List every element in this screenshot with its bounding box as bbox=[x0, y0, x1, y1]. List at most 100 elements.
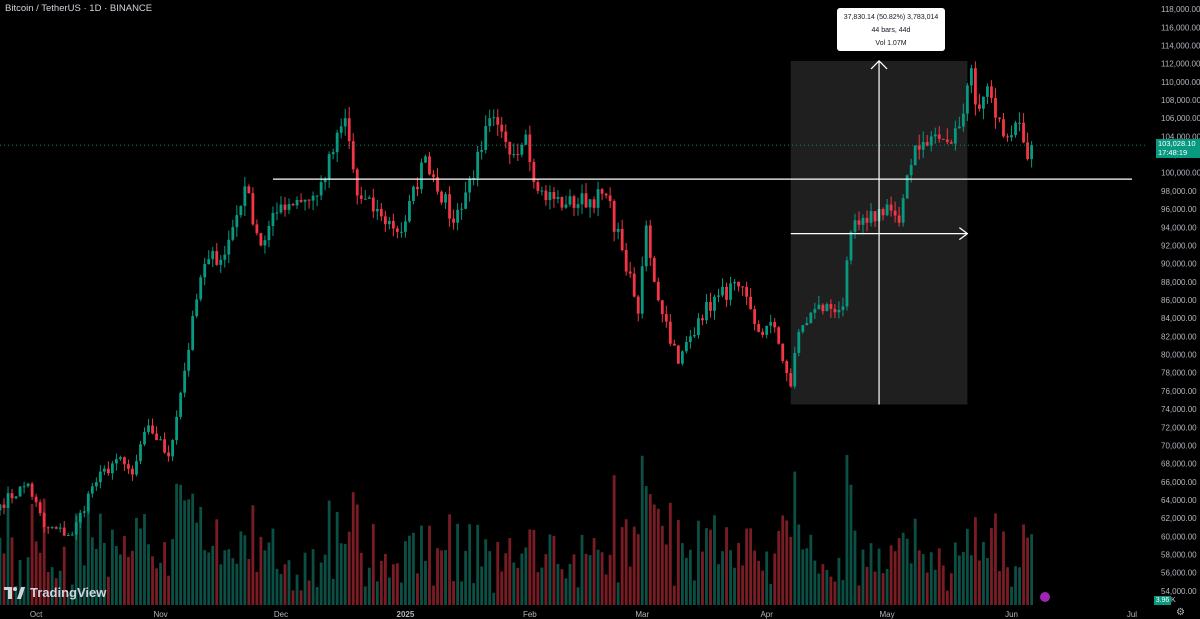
volume-bar bbox=[98, 513, 102, 605]
candles bbox=[0, 61, 1033, 540]
tradingview-logo[interactable]: TradingView bbox=[4, 585, 106, 600]
volume-bar bbox=[845, 455, 849, 605]
price-tick-label: 68,000.00 bbox=[1161, 460, 1197, 469]
candle-body bbox=[982, 96, 985, 109]
candle-body bbox=[676, 345, 680, 364]
volume-bar bbox=[387, 577, 391, 605]
candle-body bbox=[175, 416, 179, 441]
volume-bar bbox=[516, 567, 520, 605]
price-tick-label: 62,000.00 bbox=[1161, 514, 1197, 523]
symbol-title[interactable]: Bitcoin / TetherUS · 1D · BINANCE bbox=[5, 3, 153, 14]
candle-body bbox=[624, 250, 628, 272]
volume-bar bbox=[74, 513, 78, 605]
candle-body bbox=[809, 312, 813, 323]
volume-bar bbox=[404, 541, 407, 605]
candle-body bbox=[227, 239, 231, 255]
volume-bar bbox=[26, 557, 30, 605]
time-tick-label: Nov bbox=[153, 610, 167, 619]
candle-body bbox=[781, 343, 785, 362]
candle-body bbox=[717, 295, 720, 297]
candle-body bbox=[504, 131, 508, 142]
candle-body bbox=[833, 308, 837, 313]
candle-body bbox=[761, 331, 765, 335]
price-tick-label: 56,000.00 bbox=[1161, 569, 1197, 578]
candle-body bbox=[849, 231, 853, 261]
candle-body bbox=[171, 440, 175, 457]
candle-body bbox=[693, 335, 696, 337]
candle-body bbox=[82, 511, 86, 513]
time-axis[interactable]: Oct Nov Dec 2025 Feb Mar Apr May Jun Jul bbox=[30, 610, 1137, 619]
candle-body bbox=[34, 496, 38, 503]
volume-bar bbox=[199, 506, 203, 605]
volume-bar bbox=[632, 526, 636, 605]
volume-bar bbox=[749, 528, 753, 605]
volume-bar bbox=[853, 530, 857, 605]
volume-bar bbox=[327, 500, 331, 605]
candle-body bbox=[713, 296, 716, 311]
volume-bar bbox=[102, 542, 106, 605]
volume-bar bbox=[612, 475, 616, 605]
volume-bar bbox=[969, 555, 973, 605]
candle-body bbox=[757, 324, 761, 332]
candle-body bbox=[151, 425, 154, 434]
price-tick-label: 110,000.00 bbox=[1161, 78, 1200, 87]
candle-body bbox=[648, 225, 652, 258]
price-tick-label: 76,000.00 bbox=[1161, 387, 1197, 396]
candle-body bbox=[291, 204, 295, 206]
candle-body bbox=[797, 331, 801, 353]
volume-bar bbox=[371, 523, 375, 605]
volume-bar bbox=[580, 534, 584, 605]
price-tick-label: 54,000.00 bbox=[1161, 587, 1197, 596]
candle-body bbox=[881, 209, 885, 216]
candle-body bbox=[267, 226, 271, 241]
gear-icon[interactable]: ⚙ bbox=[1176, 607, 1185, 618]
volume-bar bbox=[295, 574, 299, 605]
volume-bar bbox=[737, 542, 740, 605]
candle-body bbox=[323, 178, 327, 183]
volume-bar bbox=[14, 586, 18, 605]
volume-bar bbox=[765, 551, 769, 605]
price-tick-label: 84,000.00 bbox=[1161, 314, 1197, 323]
volume-bar bbox=[183, 500, 187, 605]
candle-body bbox=[263, 240, 267, 246]
candle-body bbox=[640, 266, 644, 314]
price-tick-label: 98,000.00 bbox=[1161, 187, 1197, 196]
price-axis[interactable]: 118,000.00 116,000.00 114,000.00 112,000.00… bbox=[1161, 5, 1200, 596]
volume-bar bbox=[155, 568, 158, 605]
volume-bar bbox=[745, 528, 749, 605]
volume-bar bbox=[885, 568, 889, 605]
volume-bar bbox=[412, 532, 415, 605]
candle-body bbox=[817, 304, 821, 310]
volume-bar bbox=[468, 524, 472, 605]
volume-bar bbox=[913, 518, 917, 605]
candle-body bbox=[885, 204, 889, 216]
candle-body bbox=[1022, 122, 1025, 143]
volume-bar bbox=[953, 542, 957, 605]
volume-bar bbox=[219, 564, 223, 605]
candle-body bbox=[383, 216, 387, 225]
volume-bar bbox=[175, 483, 179, 605]
time-tick-label: Jul bbox=[1127, 610, 1137, 619]
volume-bar bbox=[106, 576, 110, 605]
candle-body bbox=[580, 193, 584, 205]
candle-body bbox=[913, 145, 917, 166]
volume-bar bbox=[62, 546, 66, 605]
candle-body bbox=[729, 283, 732, 300]
candle-body bbox=[247, 186, 251, 194]
volume-bar bbox=[865, 566, 869, 605]
candle-body bbox=[1002, 119, 1005, 137]
candle-body bbox=[86, 493, 90, 512]
volume-bar bbox=[496, 541, 500, 605]
price-tick-label: 100,000.00 bbox=[1161, 169, 1200, 178]
volume-bar bbox=[556, 564, 560, 605]
candle-body bbox=[379, 208, 383, 217]
candle-body bbox=[725, 286, 728, 300]
volume-bar bbox=[299, 590, 303, 605]
volume-bar bbox=[978, 560, 981, 605]
alert-icon[interactable] bbox=[1040, 592, 1050, 602]
volume-bar bbox=[143, 513, 146, 605]
volume-bar bbox=[424, 560, 427, 605]
candle-body bbox=[223, 254, 227, 260]
volume-bar bbox=[741, 565, 744, 605]
